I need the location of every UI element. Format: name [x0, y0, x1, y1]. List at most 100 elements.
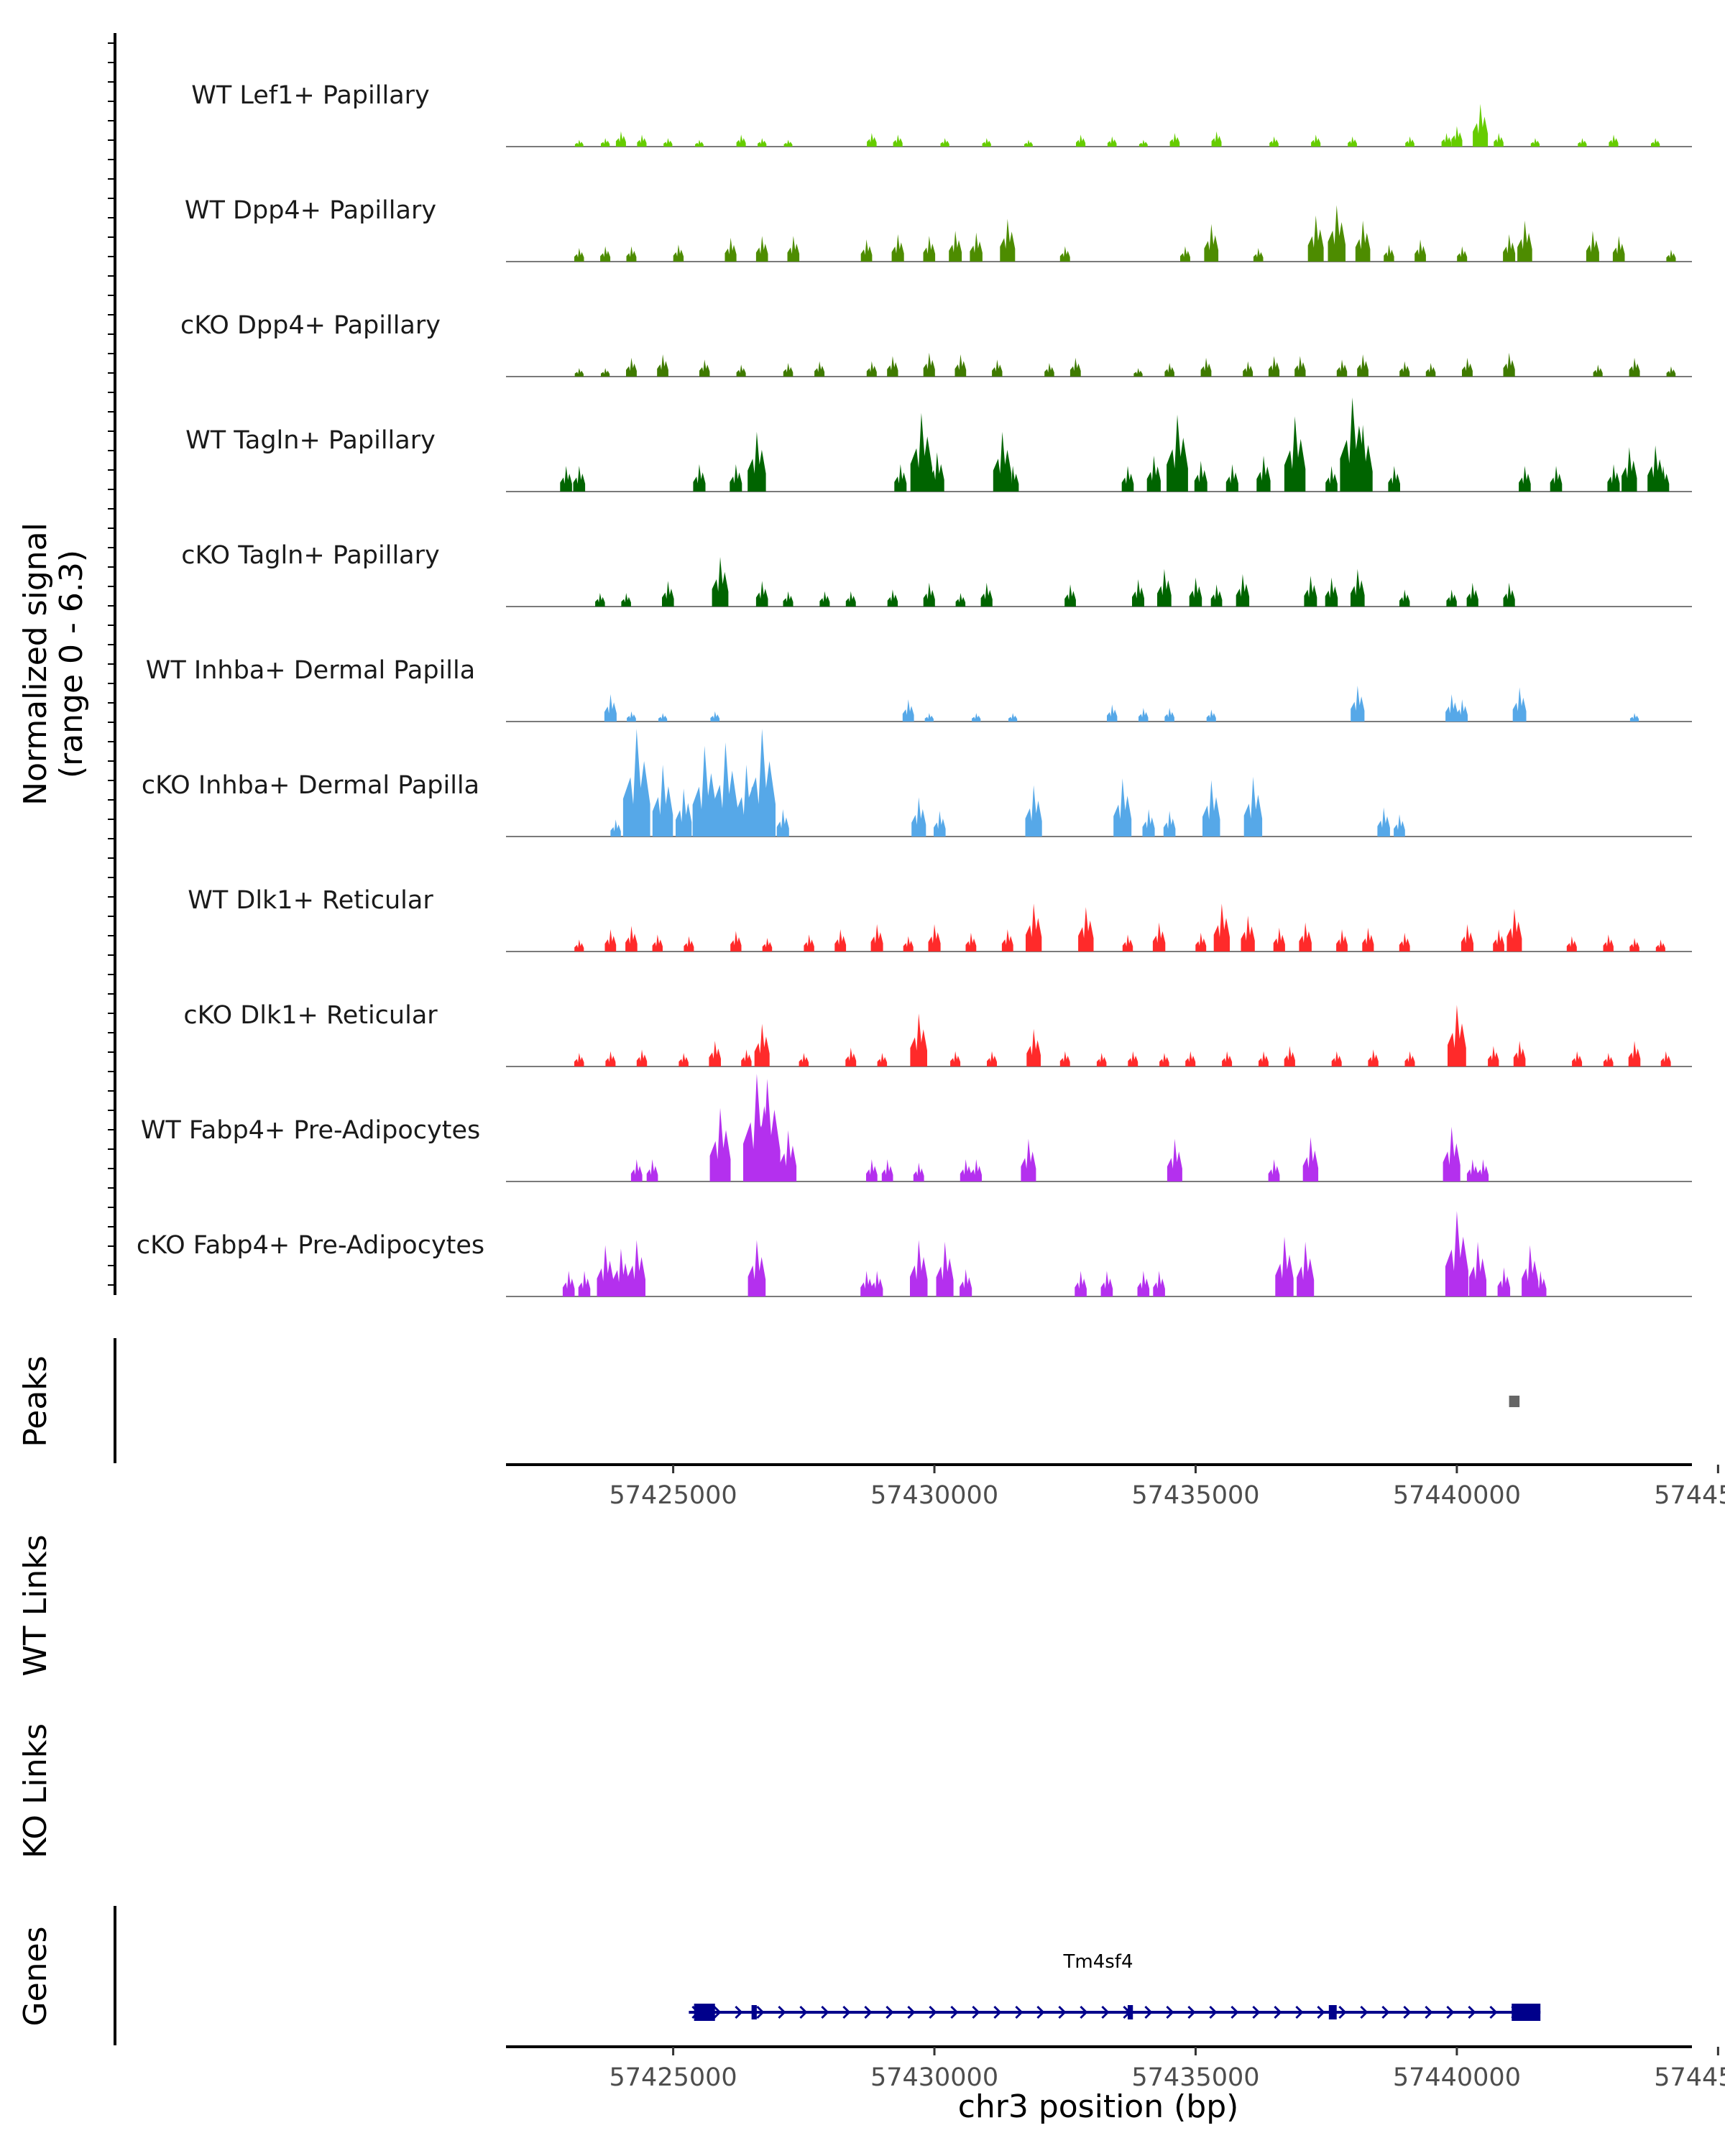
coverage-peak	[574, 939, 584, 952]
strand-arrow	[756, 2005, 765, 2019]
coverage-peak	[1629, 357, 1640, 377]
coverage-track: cKO Inhba+ Dermal Papilla	[142, 729, 1692, 837]
strand-arrow	[821, 2005, 829, 2019]
coverage-peak	[887, 356, 898, 377]
strand-arrow	[1381, 2005, 1390, 2019]
coverage-peak	[891, 234, 904, 262]
coverage-peak	[1488, 1046, 1499, 1067]
track-label: cKO Dlk1+ Reticular	[183, 1001, 438, 1030]
coverage-peak	[562, 1271, 575, 1296]
coverage-peak	[730, 931, 742, 952]
coverage-peak	[1133, 368, 1143, 377]
strand-arrow	[799, 2005, 808, 2019]
coverage-peak	[1448, 1005, 1466, 1067]
coverage-peak	[970, 232, 983, 262]
coverage-peak	[755, 581, 768, 607]
coverage-peak	[678, 1053, 689, 1067]
coverage-peak	[1222, 1051, 1233, 1067]
coverage-peak	[1302, 1137, 1319, 1181]
coverage-peak	[1666, 366, 1676, 377]
coverage-peak	[630, 1159, 643, 1181]
coverage-peak	[627, 1240, 645, 1296]
coverage-peak	[1384, 244, 1394, 262]
coverage-peak	[923, 236, 936, 262]
coverage-peak	[1399, 361, 1410, 377]
strand-arrow	[1166, 2005, 1174, 2019]
coverage-peak	[913, 1162, 924, 1181]
coverage-peak	[601, 138, 610, 147]
coverage-peak	[663, 138, 673, 147]
coverage-peak	[1666, 249, 1676, 262]
coverage-peak	[1169, 133, 1180, 147]
coverage-peak	[903, 936, 914, 952]
coverage-peak	[573, 466, 586, 492]
coverage-peak	[1070, 357, 1081, 377]
strand-arrow	[1295, 2005, 1304, 2019]
coverage-peak	[1142, 808, 1155, 837]
coverage-peak	[1243, 361, 1254, 377]
strand-arrow	[864, 2005, 873, 2019]
coverage-peak	[626, 246, 637, 262]
coverage-peak	[1445, 694, 1458, 722]
coverage-peak	[870, 923, 883, 952]
coverage-peak	[776, 808, 789, 837]
coverage-peak	[783, 591, 794, 607]
coverage-peak	[755, 236, 768, 262]
coverage-peak	[1473, 103, 1489, 147]
coverage-peak	[1609, 134, 1619, 147]
coverage-peak	[1603, 934, 1614, 952]
coverage-peak	[1297, 1241, 1315, 1296]
coverage-peak	[621, 593, 631, 607]
coverage-peak	[910, 1013, 927, 1067]
coverage-peak	[1445, 1211, 1468, 1296]
coverage-peak	[867, 133, 877, 147]
coverage-peak	[610, 819, 621, 837]
coverage-peak	[1299, 922, 1312, 952]
coverage-peak	[1284, 416, 1306, 492]
coverage-peak	[1206, 709, 1216, 722]
coverage-peak	[1325, 466, 1338, 492]
coverage-peak	[799, 1053, 809, 1067]
coverage-peak	[1612, 236, 1625, 262]
coverage-peak	[754, 1023, 770, 1067]
coverage-peak	[574, 139, 584, 147]
coverage-peak	[1059, 246, 1070, 262]
coverage-peak	[627, 711, 636, 722]
coverage-peak	[1351, 686, 1365, 722]
coverage-peak	[622, 729, 650, 837]
coverage-peak	[887, 589, 898, 607]
coverage-peak	[1357, 354, 1368, 377]
gene-exon	[1127, 2005, 1133, 2019]
coverage-peak	[960, 1268, 972, 1296]
coverage-peak	[1651, 138, 1660, 147]
coverage-peak	[1394, 814, 1405, 837]
coverage-track: WT Dpp4+ Papillary	[185, 196, 1692, 262]
coverage-peak	[1368, 1049, 1379, 1067]
coverage-peak	[924, 713, 934, 722]
coverage-peak	[600, 246, 611, 262]
gene-model-tm4sf4	[689, 2004, 1541, 2021]
coverage-peak	[1462, 357, 1473, 377]
coverage-peak	[1534, 1271, 1547, 1296]
coverage-peak	[845, 591, 856, 607]
coverage-peak	[1253, 248, 1264, 262]
coverage-peak	[658, 713, 668, 722]
coverage-peak	[652, 934, 663, 952]
coverage-peak	[1180, 246, 1190, 262]
coverage-peak	[1210, 584, 1223, 607]
peak-region	[1509, 1396, 1520, 1407]
coverage-peak	[1225, 464, 1238, 492]
coverage-peak	[712, 557, 729, 607]
coverage-peak	[1456, 699, 1468, 722]
coverage-peak	[736, 364, 746, 377]
coverage-peak	[1566, 936, 1577, 952]
coverage-track: cKO Tagln+ Papillary	[181, 541, 1692, 607]
strand-arrow	[950, 2005, 959, 2019]
coverage-peak	[612, 1248, 630, 1296]
track-label: WT Dlk1+ Reticular	[188, 886, 433, 915]
x-tick-label: 57435000	[1131, 1481, 1259, 1510]
coverage-peak	[748, 1240, 766, 1296]
coverage-peak	[605, 1051, 616, 1067]
x-tick-label: 57440000	[1393, 2063, 1521, 2092]
